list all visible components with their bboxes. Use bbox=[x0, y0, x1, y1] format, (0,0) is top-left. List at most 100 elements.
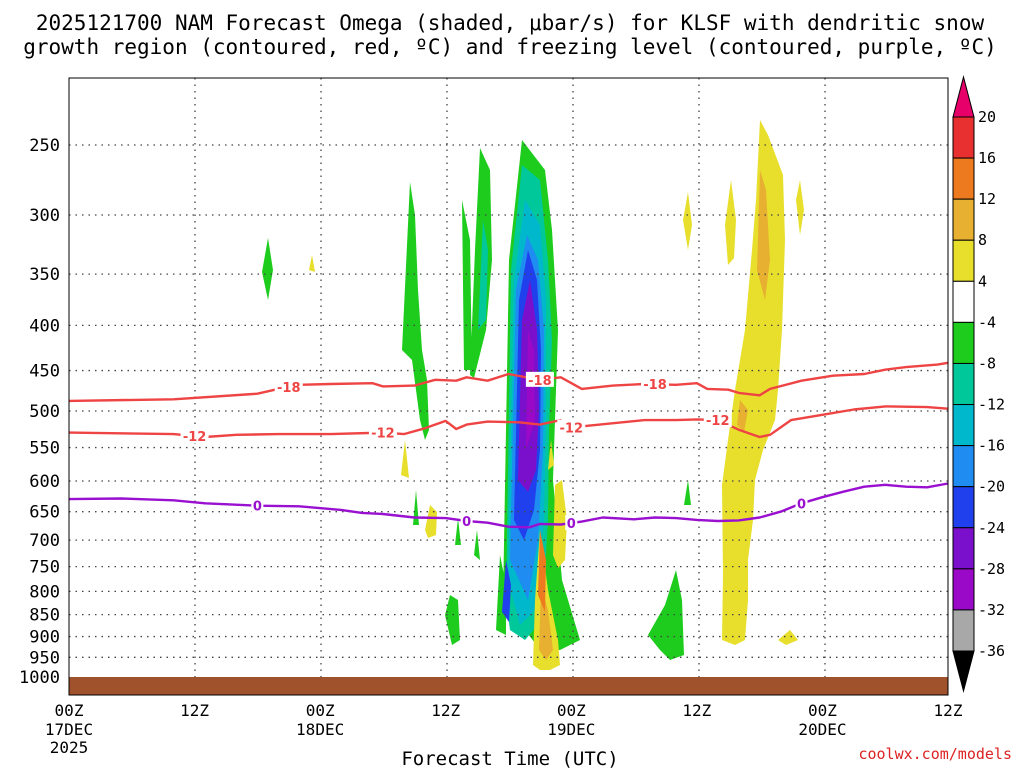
isotherm-label-bg bbox=[251, 497, 264, 513]
plot-frame bbox=[68, 77, 949, 696]
x-tick-label: 00Z bbox=[306, 701, 335, 720]
y-tick-label: 300 bbox=[29, 206, 60, 226]
terrain-band bbox=[69, 677, 948, 695]
chart-title-line2: growth region (contoured, red, ºC) and f… bbox=[23, 35, 997, 59]
y-tick-label: 900 bbox=[29, 628, 60, 648]
x-tick-label: 12Z bbox=[934, 701, 963, 720]
colorbar-swatch bbox=[952, 609, 975, 652]
x-tick-date: 18DEC bbox=[296, 720, 344, 739]
omega-shade-upward-teal bbox=[478, 220, 488, 330]
colorbar-tick-label: 8 bbox=[978, 231, 987, 249]
y-tick-label: 350 bbox=[29, 265, 60, 285]
isotherm-label-bg bbox=[795, 495, 808, 511]
y-tick-label: 400 bbox=[29, 316, 60, 336]
omega-shade-downward-yellow bbox=[425, 505, 437, 538]
omega-shade-upward-blue bbox=[502, 560, 511, 622]
omega-shading bbox=[262, 120, 804, 670]
chart-title-line1: 2025121700 NAM Forecast Omega (shaded, μ… bbox=[36, 11, 985, 35]
colorbar-tick-label: -24 bbox=[978, 519, 1005, 537]
colorbar-tick-label: 16 bbox=[978, 149, 996, 167]
omega-shade-downward-yellow bbox=[309, 255, 315, 272]
colorbar-swatch bbox=[952, 239, 975, 282]
credit-text: coolwx.com/models bbox=[858, 745, 1012, 763]
isotherm-label: 0 bbox=[567, 517, 576, 532]
y-tick-label: 800 bbox=[29, 582, 60, 602]
y-tick-label: 600 bbox=[29, 472, 60, 492]
omega-shade-downward-gold bbox=[757, 170, 770, 300]
colorbar-tick-label: -36 bbox=[978, 642, 1005, 660]
colorbar-tick-label: -8 bbox=[978, 354, 996, 372]
omega-shade-upward-green bbox=[402, 182, 429, 440]
omega-shade-downward-gold bbox=[737, 400, 748, 432]
y-tick-label: 500 bbox=[29, 402, 60, 422]
y-tick-label: 950 bbox=[29, 648, 60, 668]
isotherm-label: 0 bbox=[462, 515, 471, 530]
x-tick-date: 20DEC bbox=[798, 720, 846, 739]
colorbar-swatch bbox=[952, 568, 975, 611]
y-tick-label: 650 bbox=[29, 503, 60, 523]
colorbar-tick-label: 20 bbox=[978, 108, 996, 126]
x-tick-label: 00Z bbox=[55, 701, 84, 720]
omega-shade-downward-yellow bbox=[401, 440, 409, 478]
omega-shade-upward-green bbox=[262, 238, 273, 300]
isotherm-label-bg bbox=[641, 376, 669, 392]
colorbar-swatch bbox=[952, 116, 975, 159]
omega-shade-upward-green bbox=[455, 518, 461, 545]
colorbar-tick-label: 4 bbox=[978, 272, 987, 290]
omega-shade-upward-green bbox=[684, 480, 691, 505]
isotherm-label: -18 bbox=[277, 381, 301, 396]
y-tick-label: 450 bbox=[29, 362, 60, 382]
isotherm-label: -18 bbox=[643, 378, 667, 393]
colorbar-tick-label: -20 bbox=[978, 478, 1005, 496]
isotherm-line bbox=[68, 361, 949, 403]
omega-shade-upward-green bbox=[462, 200, 472, 370]
colorbar-tick-label: -16 bbox=[978, 437, 1005, 455]
isotherm-label-bg bbox=[565, 515, 578, 531]
colorbar-top-arrow bbox=[952, 75, 975, 118]
colorbar-swatch bbox=[952, 486, 975, 529]
omega-shade-downward-yellow bbox=[548, 440, 554, 470]
isotherm-line bbox=[68, 482, 949, 529]
isotherm-label: -12 bbox=[371, 427, 395, 442]
omega-shade-downward-yellow bbox=[725, 180, 736, 265]
colorbar-tick-label: -4 bbox=[978, 313, 996, 331]
isotherm-label: -18 bbox=[528, 374, 552, 389]
colorbar-tick-label: -12 bbox=[978, 396, 1005, 414]
colorbar-swatch bbox=[952, 404, 975, 447]
isotherm-label: -12 bbox=[560, 422, 584, 437]
isotherm-label: -12 bbox=[183, 430, 207, 445]
isotherm-label: 0 bbox=[797, 497, 806, 512]
omega-shade-upward-green bbox=[413, 490, 419, 525]
colorbar-swatch bbox=[952, 280, 975, 323]
x-tick-label: 12Z bbox=[431, 701, 460, 720]
grid bbox=[69, 78, 948, 695]
colorbar-swatch bbox=[952, 362, 975, 406]
isotherm-label: -12 bbox=[706, 414, 730, 429]
x-axis-label: Forecast Time (UTC) bbox=[401, 748, 618, 768]
isotherm-label-bg bbox=[525, 371, 554, 387]
omega-shade-downward-yellow bbox=[778, 630, 798, 645]
x-tick-year: 2025 bbox=[50, 738, 89, 757]
isotherm-label: 0 bbox=[253, 500, 262, 515]
y-tick-label: 700 bbox=[29, 531, 60, 551]
colorbar-swatch bbox=[952, 157, 975, 200]
x-tick-label: 00Z bbox=[808, 701, 837, 720]
colorbar-swatch bbox=[952, 527, 975, 570]
y-tick-label: 850 bbox=[29, 606, 60, 626]
omega-shade-upward-green bbox=[445, 595, 460, 645]
colorbar-tick-label: 12 bbox=[978, 190, 996, 208]
omega-shade-downward-yellow bbox=[796, 180, 804, 235]
y-tick-label: 1000 bbox=[19, 668, 60, 688]
omega-shade-upward-green bbox=[470, 148, 492, 378]
colorbar-tick-label: -28 bbox=[978, 560, 1005, 578]
x-tick-label: 12Z bbox=[180, 701, 209, 720]
colorbar-swatch bbox=[952, 321, 975, 364]
y-tick-label: 250 bbox=[29, 136, 60, 156]
x-tick-date: 19DEC bbox=[547, 720, 595, 739]
isotherm-label-bg bbox=[274, 378, 303, 394]
isotherm-label-bg bbox=[703, 412, 732, 428]
colorbar-swatch bbox=[952, 198, 975, 241]
omega-shade-upward-green bbox=[474, 530, 480, 560]
